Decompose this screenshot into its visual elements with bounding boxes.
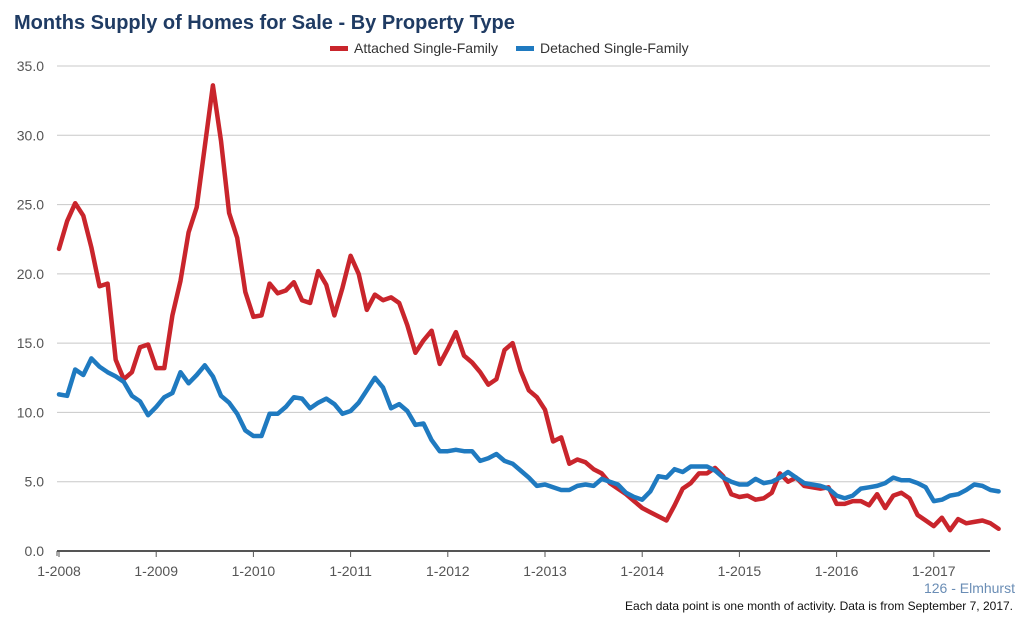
x-tick-label: 1-2012: [426, 563, 470, 579]
x-tick-label: 1-2010: [232, 563, 276, 579]
x-tick-label: 1-2008: [37, 563, 81, 579]
legend-swatch-attached: [330, 45, 348, 51]
legend-item-detached[interactable]: Detached Single-Family: [515, 40, 689, 56]
data-note: Each data point is one month of activity…: [625, 599, 1013, 613]
legend-label-attached: Attached Single-Family: [354, 40, 498, 56]
y-tick-label: 20.0: [17, 266, 44, 282]
y-tick-label: 0.0: [25, 543, 45, 559]
chart-subtitle: 126 - Elmhurst: [923, 580, 1015, 596]
y-tick-label: 10.0: [17, 404, 44, 420]
x-tick-label: 1-2014: [620, 563, 664, 579]
x-tick-label: 1-2016: [815, 563, 859, 579]
x-tick-label: 1-2009: [134, 563, 178, 579]
legend-label-detached: Detached Single-Family: [539, 40, 689, 56]
y-tick-label: 25.0: [17, 197, 44, 213]
series-line-detached: [56, 356, 1001, 504]
chart-legend: Attached Single-Family Detached Single-F…: [330, 40, 689, 56]
y-tick-label: 35.0: [17, 58, 44, 74]
y-tick-label: 30.0: [17, 127, 44, 143]
chart-title: Months Supply of Homes for Sale - By Pro…: [14, 12, 515, 34]
y-tick-label: 5.0: [25, 474, 45, 490]
x-tick-label: 1-2017: [912, 563, 956, 579]
series-line-attached: [56, 83, 1001, 533]
x-tick-label: 1-2015: [718, 563, 762, 579]
legend-swatch-detached: [515, 45, 534, 51]
y-tick-label: 15.0: [17, 335, 44, 351]
x-tick-label: 1-2011: [329, 563, 372, 579]
x-tick-label: 1-2013: [523, 563, 567, 579]
legend-item-attached[interactable]: Attached Single-Family: [330, 40, 498, 56]
